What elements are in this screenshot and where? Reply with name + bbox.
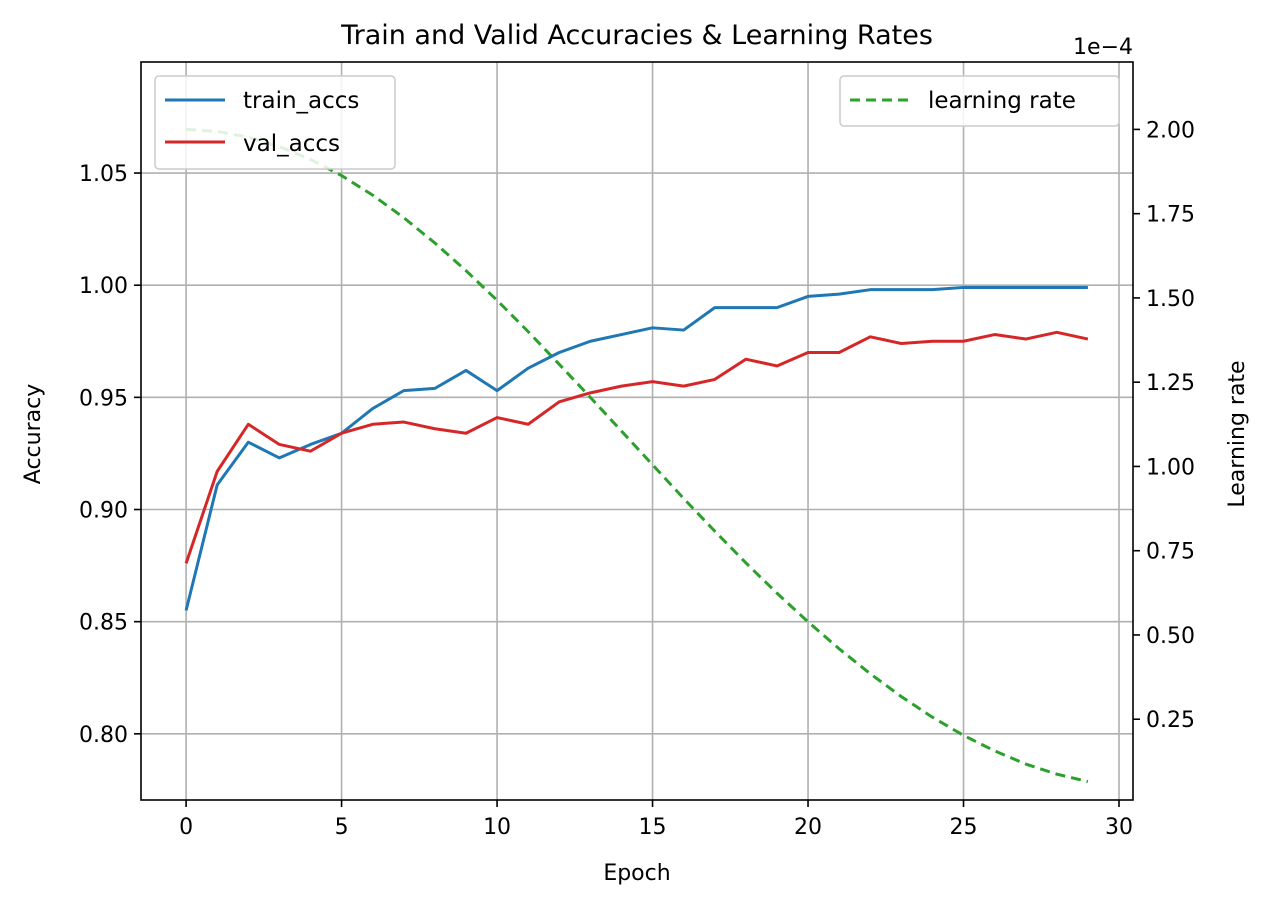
x-axis-ticks: 0 5 10 15 20 25 30 (179, 800, 1133, 840)
y-left-axis-ticks: 0.80 0.85 0.90 0.95 1.00 1.05 (79, 162, 141, 748)
right-axis-offset-text: 1e−4 (1073, 35, 1133, 60)
x-axis-title: Epoch (603, 861, 670, 886)
y-left-tick-label: 1.05 (79, 162, 128, 187)
x-tick-label: 15 (639, 815, 667, 840)
y-left-tick-label: 0.90 (79, 499, 128, 524)
legend-right: learning rate (839, 75, 1120, 127)
y-left-axis-title: Accuracy (21, 384, 46, 484)
x-tick-label: 30 (1105, 815, 1133, 840)
x-tick-label: 5 (335, 815, 349, 840)
y-right-tick-label: 2.00 (1146, 118, 1195, 143)
x-tick-label: 0 (179, 815, 193, 840)
x-tick-label: 25 (950, 815, 978, 840)
y-left-tick-label: 1.00 (79, 274, 128, 299)
y-left-tick-label: 0.80 (79, 723, 128, 748)
legend-left: train_accs val_accs (154, 75, 396, 170)
series-line-learning-rate (185, 127, 1089, 784)
y-right-tick-label: 0.75 (1146, 540, 1195, 565)
legend-label-val-accs: val_accs (243, 131, 340, 157)
series-line-val-accs (184, 330, 1089, 564)
y-right-tick-label: 0.25 (1146, 708, 1195, 733)
y-right-tick-label: 1.50 (1146, 287, 1195, 312)
x-tick-label: 10 (483, 815, 511, 840)
y-right-axis-title: Learning rate (1225, 360, 1250, 507)
grid (141, 62, 1133, 800)
plot-series (184, 127, 1089, 784)
y-right-axis-ticks: 0.25 0.50 0.75 1.00 1.25 1.50 1.75 2.00 (1133, 118, 1195, 733)
y-right-tick-label: 1.00 (1146, 455, 1195, 480)
chart-title: Train and Valid Accuracies & Learning Ra… (340, 20, 933, 51)
legend-right-box (839, 75, 1120, 127)
legend-label-learning-rate: learning rate (928, 88, 1076, 114)
y-right-tick-label: 1.25 (1146, 371, 1195, 396)
y-left-tick-label: 0.85 (79, 611, 128, 636)
y-right-tick-label: 1.75 (1146, 203, 1195, 228)
x-tick-label: 20 (794, 815, 822, 840)
y-left-tick-label: 0.95 (79, 386, 128, 411)
y-right-tick-label: 0.50 (1146, 624, 1195, 649)
plot-frame (140, 61, 1134, 801)
legend-label-train-accs: train_accs (243, 88, 359, 114)
